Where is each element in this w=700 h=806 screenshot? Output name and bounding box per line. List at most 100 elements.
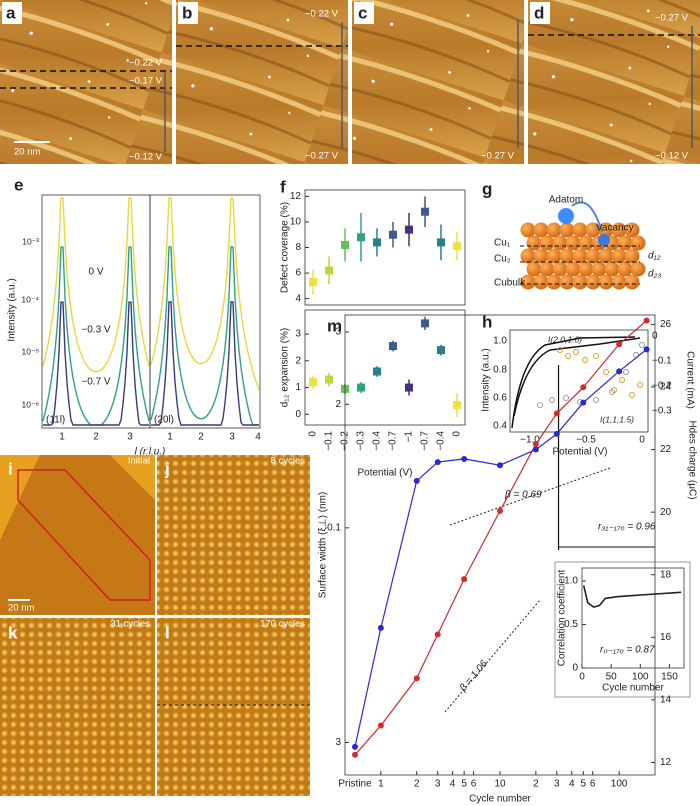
y-tick-label: 1.0 <box>493 336 507 347</box>
marker <box>461 576 468 583</box>
atom <box>585 248 601 264</box>
marker <box>532 446 539 453</box>
atom <box>552 235 568 251</box>
stm-row: a b c d −0.22 V −0.17 V −0.12 V 20 nm −0… <box>0 0 700 164</box>
panel-label: c <box>358 3 367 22</box>
label-box <box>2 2 22 24</box>
annotation: r₃₁₋₁₇₀ = 0.96 <box>598 522 656 533</box>
marker <box>377 722 384 729</box>
label: d₁₂ <box>648 251 661 262</box>
y-tick-label: 1.0 <box>564 576 578 587</box>
atom <box>565 261 581 277</box>
marker <box>553 430 560 437</box>
marker <box>453 400 461 409</box>
y2-tick-label: −0.3 <box>652 406 672 417</box>
atom <box>520 274 536 290</box>
atom <box>598 248 614 264</box>
marker <box>413 477 420 484</box>
x-tick-label: 1 <box>167 432 173 443</box>
atom <box>611 248 627 264</box>
scan-lines <box>0 34 700 89</box>
atom <box>578 261 594 277</box>
marker <box>421 319 429 328</box>
atom <box>520 222 536 238</box>
atom <box>624 222 640 238</box>
atom <box>572 248 588 264</box>
atom <box>611 274 627 290</box>
region-outline <box>17 469 151 601</box>
panel-label: m <box>327 316 342 335</box>
atom <box>526 261 542 277</box>
marker <box>352 743 358 750</box>
atom <box>559 274 575 290</box>
atom <box>565 235 581 251</box>
marker <box>389 230 397 239</box>
caption: 31 cycles <box>110 619 150 630</box>
curve-label: 0 V <box>88 267 103 278</box>
marker <box>309 278 317 286</box>
annotation: β = 0.69 <box>504 490 542 501</box>
y-tick-label: 0 <box>572 663 578 674</box>
y2-tick-label: 20 <box>660 507 672 518</box>
y-tick-label: 0.4 <box>493 421 507 432</box>
atom <box>578 235 594 251</box>
label: Cu₁ <box>494 238 511 249</box>
series-label: I(1,1,1.5) <box>600 414 634 424</box>
y-label: Correlation coefficient <box>557 570 568 667</box>
atom <box>546 274 562 290</box>
fit-line <box>444 599 541 713</box>
atom <box>552 261 568 277</box>
x-tick-label: 100 <box>632 672 649 683</box>
x-tick-label: 50 <box>606 672 618 683</box>
atom <box>546 248 562 264</box>
y-tick-label: 3 <box>335 737 341 748</box>
panel-label: e <box>14 175 23 194</box>
series-line <box>582 585 682 608</box>
marker <box>643 317 650 324</box>
annotation: r₀₋₁₇₀ = 0.87 <box>600 645 655 656</box>
marker <box>532 441 539 448</box>
y2-tick-label: −0.2 <box>652 381 672 392</box>
marker <box>643 346 650 353</box>
stm-image <box>0 0 172 164</box>
x-tick-label: 5 <box>580 779 586 790</box>
atom <box>598 274 614 290</box>
series-line <box>380 320 647 726</box>
x-tick-label: −0.1 <box>324 431 335 451</box>
atom <box>624 274 640 290</box>
panel-h: h Intensity (a.u.) Current (mA) 0.4 0.6 … <box>481 312 696 457</box>
x-label: Cycle number <box>602 683 664 694</box>
atom <box>585 222 601 238</box>
panel-g: g Adatom Vacancy Cu₁ Cu₂ Cubulk d₁₂ d₂₃ <box>482 179 661 290</box>
atom <box>533 274 549 290</box>
frame <box>509 329 649 433</box>
panel-label: b <box>182 3 192 22</box>
y-tick-label: 0.1 <box>327 522 341 533</box>
x-tick-label: 3 <box>554 779 560 790</box>
marker <box>373 367 381 376</box>
y-label: Defect coverage (%) <box>280 202 291 293</box>
marker <box>341 240 349 249</box>
current-curve <box>513 337 641 417</box>
atom <box>572 222 588 238</box>
series-line <box>354 627 382 747</box>
adatom <box>558 208 574 224</box>
rod-curve <box>151 301 259 426</box>
scale-label: 20 nm <box>14 147 40 158</box>
y-tick-label: 2 <box>335 399 341 410</box>
atom <box>520 248 536 264</box>
atom <box>630 235 646 251</box>
label: Cubulk <box>494 278 526 289</box>
marker <box>497 507 503 514</box>
marker <box>325 375 333 384</box>
annotation: β = 1.06 <box>457 658 490 694</box>
panel-label: f <box>280 177 286 196</box>
y-tick-label: 10⁻⁵ <box>22 346 39 356</box>
atom <box>533 248 549 264</box>
x-label: Potential (V) <box>357 468 412 479</box>
marker <box>437 346 445 355</box>
panel-label: g <box>482 179 492 198</box>
marker <box>616 368 623 375</box>
y-tick-label: 10 <box>290 217 302 228</box>
